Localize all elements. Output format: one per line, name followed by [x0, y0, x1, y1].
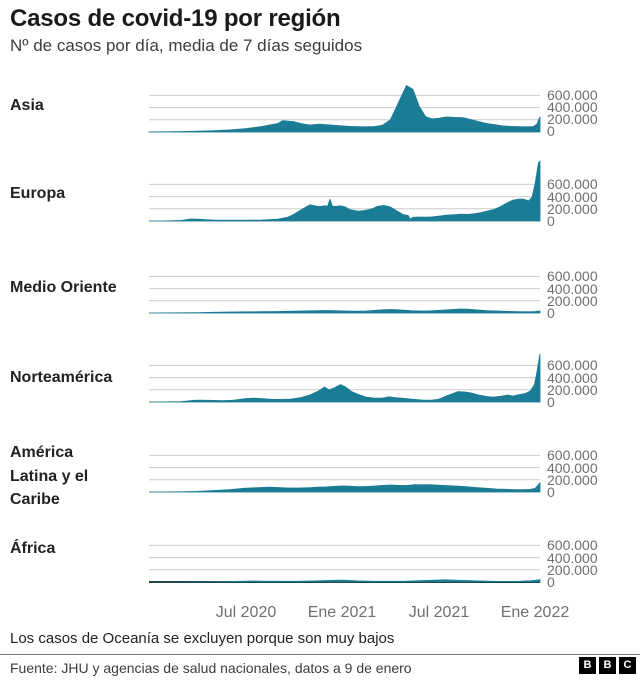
- x-tick-jul-2020: Jul 2020: [215, 604, 277, 621]
- area-series-africa: [149, 579, 541, 583]
- footer-divider: [0, 654, 640, 655]
- y-tick-label: 200.000: [547, 471, 598, 488]
- source-text: Fuente: JHU y agencias de salud nacional…: [10, 660, 412, 676]
- region-label-america-latina-caribe: América Latina y el Caribe: [10, 444, 89, 508]
- y-axis-labels-norteamerica: 600.000 400.000 200.000 0: [547, 357, 637, 410]
- area-chart-europa: [148, 160, 541, 222]
- y-tick-label: 0: [547, 573, 555, 590]
- area-chart-asia: [148, 84, 541, 132]
- y-tick-label: 200.000: [547, 292, 598, 309]
- bbc-logo-block-1: B: [579, 657, 596, 674]
- x-tick-ene-2022: Ene 2022: [500, 604, 570, 621]
- y-tick-label: 600.000: [547, 86, 598, 103]
- page-subtitle: Nº de casos por día, media de 7 días seg…: [10, 36, 363, 55]
- y-tick-label: 600.000: [547, 268, 598, 285]
- y-axis-labels-medio-oriente: 600.000 400.000 200.000 0: [547, 268, 637, 321]
- area-series-norteamerica: [148, 353, 541, 403]
- region-label-africa: África: [10, 540, 56, 557]
- y-tick-label: 0: [547, 123, 555, 140]
- page-title: Casos de covid-19 por región: [10, 5, 341, 32]
- y-tick-label: 600.000: [547, 176, 598, 193]
- y-axis-labels-america-latina-caribe: 600.000 400.000 200.000 0: [547, 447, 637, 500]
- x-tick-ene-2021: Ene 2021: [307, 604, 377, 621]
- y-tick-label: 0: [547, 304, 555, 321]
- y-tick-label: 400.000: [547, 549, 598, 566]
- bbc-logo-block-3: C: [619, 657, 636, 674]
- y-tick-label: 200.000: [547, 200, 598, 217]
- y-tick-label: 400.000: [547, 369, 598, 386]
- area-chart-norteamerica: [148, 353, 541, 403]
- y-tick-label: 400.000: [547, 459, 598, 476]
- y-axis-labels-europa: 600.000 400.000 200.000 0: [547, 176, 637, 229]
- y-tick-label: 0: [547, 483, 555, 500]
- bbc-logo: B B C: [576, 657, 636, 674]
- area-chart-america-latina-caribe: [148, 454, 541, 493]
- x-tick-jul-2021: Jul 2021: [408, 604, 470, 621]
- y-tick-label: 0: [547, 393, 555, 410]
- y-tick-label: 600.000: [547, 357, 598, 374]
- y-tick-label: 400.000: [547, 280, 598, 297]
- footnote: Los casos de Oceanía se excluyen porque …: [10, 630, 395, 647]
- region-label-norteamerica: Norteamérica: [10, 369, 113, 386]
- area-series-america-latina-caribe: [148, 481, 541, 493]
- y-axis-labels-asia: 600.000 400.000 200.000 0: [547, 86, 637, 140]
- region-label-europa: Europa: [10, 185, 66, 202]
- y-tick-label: 200.000: [547, 111, 598, 128]
- y-axis-labels-africa: 600.000 400.000 200.000 0: [547, 537, 637, 590]
- y-tick-label: 600.000: [547, 537, 598, 554]
- area-chart-africa: [149, 544, 541, 583]
- region-label-medio-oriente: Medio Oriente: [10, 279, 117, 296]
- y-tick-label: 400.000: [547, 188, 598, 205]
- area-chart-medio-oriente: [148, 275, 541, 314]
- area-series-medio-oriente: [148, 308, 541, 314]
- region-label-asia: Asia: [10, 97, 44, 114]
- y-tick-label: 200.000: [547, 561, 598, 578]
- y-tick-label: 0: [547, 212, 555, 229]
- y-tick-label: 200.000: [547, 381, 598, 398]
- area-series-asia: [148, 84, 541, 132]
- y-tick-label: 400.000: [547, 99, 598, 115]
- bbc-logo-block-2: B: [599, 657, 616, 674]
- y-tick-label: 600.000: [547, 447, 598, 464]
- area-series-europa: [148, 160, 541, 222]
